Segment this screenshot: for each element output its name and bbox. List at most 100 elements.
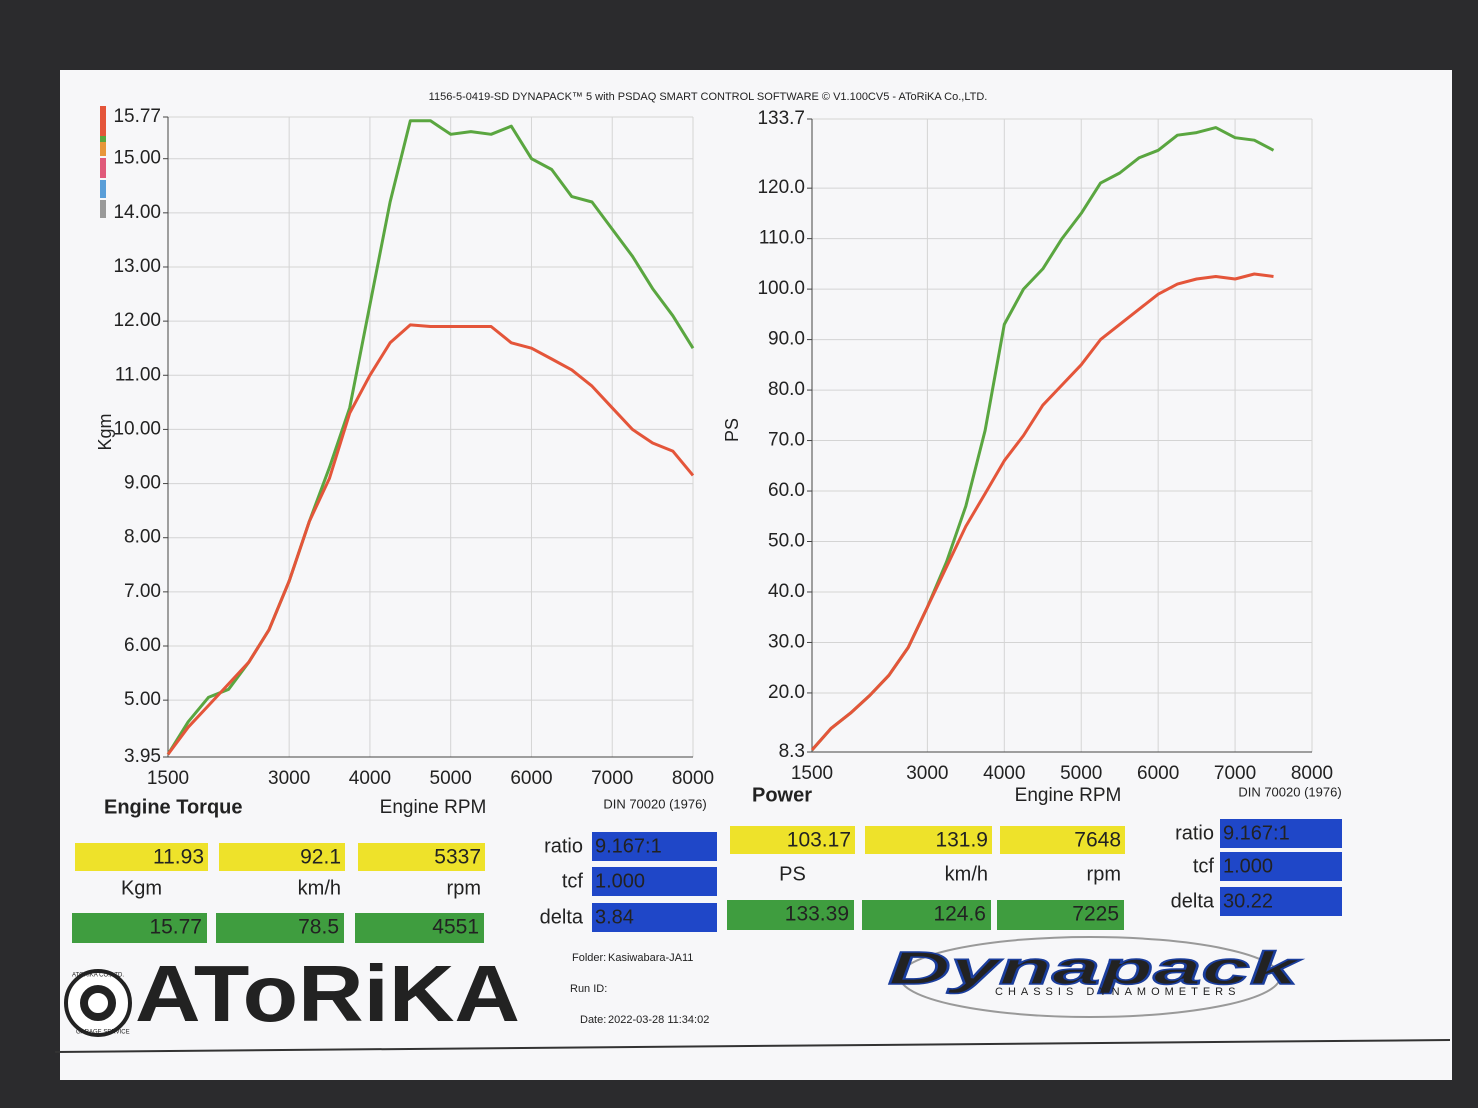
readout-value: 7648 (1074, 829, 1121, 852)
y-tick-label: 80.0 (768, 379, 805, 400)
x-axis-label: Engine RPM (1015, 785, 1122, 806)
x-tick-label: 7000 (1214, 763, 1256, 784)
x-tick-label: 8000 (1291, 763, 1333, 784)
seal-top: ATORIKA CO.,LTD. (72, 973, 124, 979)
seal (64, 969, 132, 1037)
y-tick-label: 120.0 (757, 177, 805, 198)
readout-box (75, 843, 208, 871)
x-tick-label: 5000 (1060, 763, 1102, 784)
brand-sub: CHASSIS DYNAMOMETERS (995, 986, 1240, 998)
readout-box (865, 826, 992, 854)
x-axis-label: Engine RPM (380, 797, 487, 818)
readout-unit: rpm (447, 877, 481, 899)
readout-value: 103.17 (787, 829, 851, 852)
folder: Kasiwabara-JA11 (608, 952, 693, 964)
header: 1156-5-0419-SD DYNAPACK™ 5 with PSDAQ SM… (429, 91, 988, 103)
param-label: tcf (1193, 855, 1215, 877)
y-tick-label: 13.00 (113, 256, 161, 277)
x-tick-label: 4000 (349, 768, 391, 789)
readout-box (730, 826, 855, 854)
param-label: delta (540, 906, 584, 928)
readout-value: 133.39 (785, 903, 849, 926)
y-tick-label: 7.00 (124, 581, 161, 602)
y-axis-label: PS (722, 418, 742, 442)
series-line (810, 272, 1274, 751)
y-tick-label: 14.00 (113, 202, 161, 223)
param-label: ratio (544, 835, 583, 857)
param-value: 3.84 (595, 906, 634, 928)
run-label: Run ID: (570, 983, 607, 995)
x-tick-label: 6000 (510, 768, 552, 789)
param-box (1220, 887, 1342, 916)
y-tick-label: 40.0 (768, 581, 805, 602)
readout-box (216, 913, 344, 943)
y-tick-label: 8.00 (124, 527, 161, 548)
readout-box (997, 900, 1124, 930)
readout-box (1000, 826, 1125, 854)
readout-value: 11.93 (153, 846, 204, 869)
note: DIN 70020 (1976) (1238, 784, 1341, 799)
y-tick-label: 9.00 (124, 473, 161, 494)
readout-unit: PS (779, 863, 806, 885)
param-value: 1.000 (595, 870, 645, 892)
series-line (166, 323, 695, 756)
x-tick-label: 1500 (791, 763, 833, 784)
y-tick-label: 90.0 (768, 329, 805, 350)
param-box (1220, 852, 1342, 881)
x-tick-label: 4000 (983, 763, 1025, 784)
brand-swoosh (899, 936, 1281, 1018)
note: DIN 70020 (1976) (603, 796, 706, 811)
param-label: delta (1171, 890, 1215, 912)
y-tick-label: 50.0 (768, 531, 805, 552)
y-tick-label: 15.77 (113, 106, 161, 127)
param-label: tcf (562, 870, 584, 892)
param-box (1220, 819, 1342, 848)
y-tick-label: 8.3 (779, 741, 805, 762)
brand: Dynapack (888, 942, 1303, 994)
readout-unit: km/h (298, 877, 341, 899)
chart-title: Engine Torque (104, 796, 243, 818)
date: 2022-03-28 11:34:02 (608, 1014, 709, 1026)
readout-value: 131.9 (935, 829, 988, 852)
y-axis-label: Kgm (95, 413, 115, 450)
readout-value: 124.6 (933, 903, 986, 926)
readout-unit: rpm (1087, 863, 1121, 885)
chart-title: Power (752, 784, 812, 806)
y-tick-label: 15.00 (113, 148, 161, 169)
x-tick-label: 3000 (906, 763, 948, 784)
param-value: 9.167:1 (595, 835, 662, 857)
y-tick-label: 10.00 (113, 418, 161, 439)
readout-box (862, 900, 991, 930)
x-tick-label: 7000 (591, 768, 633, 789)
readout-box (355, 913, 484, 943)
logo: AToRiKA (135, 949, 520, 1038)
date-label: Date: (580, 1014, 606, 1026)
x-tick-label: 3000 (268, 768, 310, 789)
y-tick-label: 11.00 (115, 364, 161, 385)
footer-rule (54, 1039, 1451, 1053)
readout-value: 15.77 (149, 916, 202, 939)
readout-value: 4551 (432, 916, 479, 939)
param-label: ratio (1175, 822, 1214, 844)
readout-box (358, 843, 485, 871)
y-tick-label: 5.00 (124, 689, 161, 710)
folder-label: Folder: (572, 952, 606, 964)
y-tick-label: 133.7 (757, 108, 805, 129)
legend-swatches (100, 106, 106, 218)
y-tick-label: 110.0 (759, 228, 805, 249)
param-value: 9.167:1 (1223, 822, 1290, 844)
x-tick-label: 1500 (147, 768, 189, 789)
y-tick-label: 30.0 (768, 631, 805, 652)
readout-box (727, 900, 854, 930)
param-box (592, 903, 717, 932)
readout-box (219, 843, 345, 871)
param-value: 1.000 (1223, 855, 1273, 877)
y-tick-label: 100.0 (757, 278, 805, 299)
param-box (592, 867, 717, 896)
y-tick-label: 60.0 (768, 480, 805, 501)
x-tick-label: 6000 (1137, 763, 1179, 784)
param-value: 30.22 (1223, 890, 1273, 912)
x-tick-label: 8000 (672, 768, 714, 789)
y-tick-label: 3.95 (124, 746, 161, 767)
